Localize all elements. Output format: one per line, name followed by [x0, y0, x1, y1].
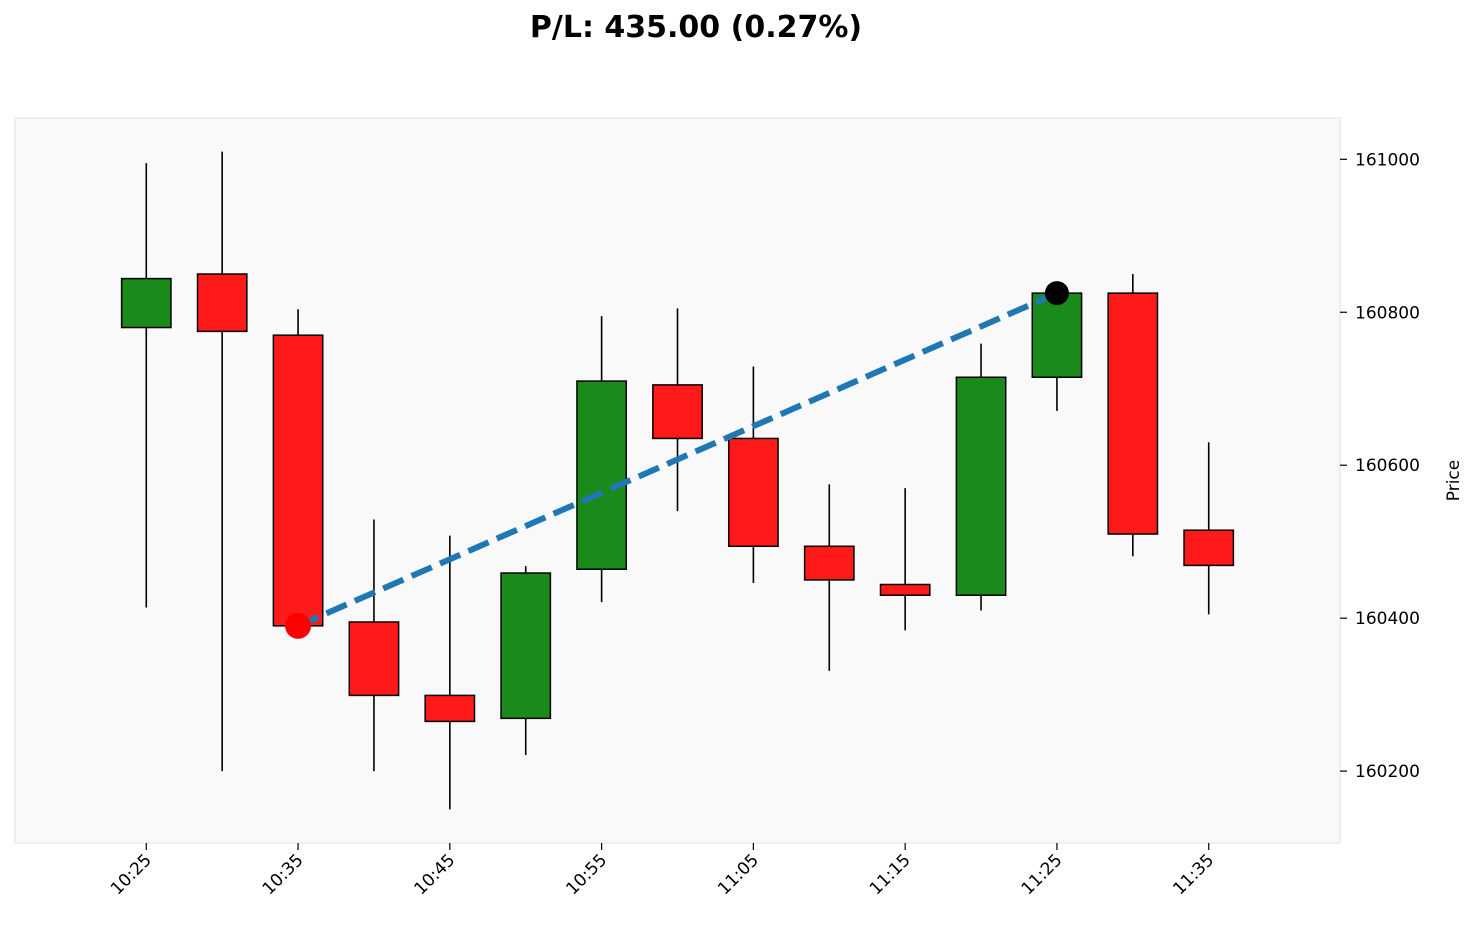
trade-line — [296, 290, 1059, 629]
x-tick-label: 11:15 — [866, 850, 915, 899]
candle — [803, 484, 855, 671]
x-tick-label: 10:45 — [411, 850, 460, 899]
candle-body — [424, 694, 476, 723]
y-tick-label: 161000 — [1355, 150, 1420, 170]
candle — [500, 566, 552, 756]
candle-body — [196, 273, 248, 333]
y-tick-label: 160800 — [1355, 303, 1420, 323]
candle — [196, 151, 248, 772]
chart-title: P/L: 435.00 (0.27%) — [529, 10, 863, 45]
y-tick-label: 160400 — [1355, 609, 1420, 629]
x-tick-label: 10:55 — [562, 850, 611, 899]
candle-body — [1183, 529, 1235, 567]
candle-body — [120, 277, 172, 329]
candle — [652, 308, 703, 512]
entry-marker — [285, 612, 312, 639]
x-tick-label: 11:25 — [1018, 850, 1067, 899]
candle-body — [576, 380, 628, 570]
candle — [120, 163, 172, 608]
candle — [727, 366, 779, 583]
candle-body — [348, 621, 400, 697]
candle — [348, 519, 400, 772]
candle-body — [652, 384, 703, 440]
candle-body — [727, 437, 779, 548]
y-tick-label: 160200 — [1355, 762, 1420, 782]
candle — [955, 343, 1007, 611]
candle-body — [1107, 292, 1159, 535]
candle — [1183, 442, 1235, 615]
candle — [1031, 292, 1083, 411]
candle-body — [803, 545, 855, 581]
candle — [1107, 274, 1159, 557]
x-tick-label: 10:35 — [259, 850, 308, 899]
candle-body — [272, 334, 324, 627]
candle — [424, 535, 476, 810]
x-tick-label: 11:35 — [1169, 850, 1218, 899]
candle — [272, 309, 324, 634]
exit-marker — [1044, 281, 1069, 306]
candle-body — [879, 583, 931, 596]
x-tick-label: 10:25 — [107, 850, 156, 899]
candle-body — [500, 572, 552, 720]
candle — [576, 316, 628, 603]
y-axis-label: Price — [1444, 460, 1464, 501]
x-tick-label: 11:05 — [714, 850, 763, 899]
y-tick-label: 160600 — [1355, 456, 1420, 476]
candle-body — [955, 376, 1007, 596]
candle-body — [1031, 292, 1083, 379]
candle — [879, 488, 931, 631]
